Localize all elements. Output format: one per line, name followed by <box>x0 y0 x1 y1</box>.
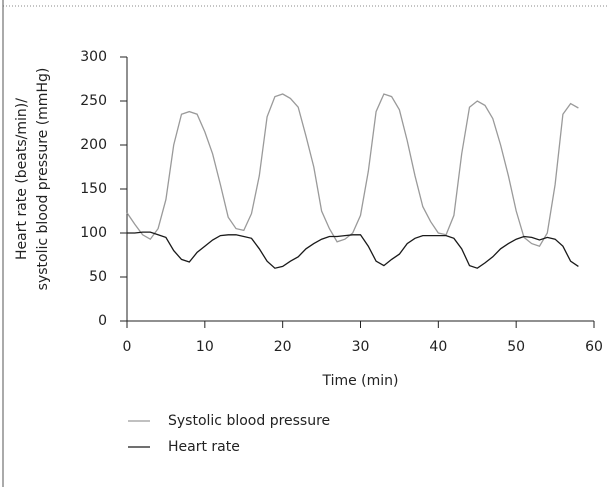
series-line <box>127 231 579 269</box>
y-axis-label: Heart rate (beats/min)/ <box>14 98 30 260</box>
x-tick-label: 60 <box>585 339 603 355</box>
y-tick-label: 200 <box>80 137 107 153</box>
x-tick-label: 10 <box>196 339 214 355</box>
legend-label: Systolic blood pressure <box>168 413 330 429</box>
x-tick-label: 20 <box>274 339 292 355</box>
y-tick-label: 250 <box>80 93 107 109</box>
legend-label: Heart rate <box>168 439 240 455</box>
y-tick-label: 150 <box>80 181 107 197</box>
y-tick-label: 300 <box>80 49 107 65</box>
y-axis-label: systolic blood pressure (mmHg) <box>35 68 51 291</box>
x-tick-label: 50 <box>507 339 525 355</box>
y-tick-label: 0 <box>98 313 107 329</box>
y-tick-label: 100 <box>80 225 107 241</box>
x-axis-label: Time (min) <box>321 373 398 389</box>
y-tick-label: 50 <box>89 269 107 285</box>
x-tick-label: 40 <box>429 339 447 355</box>
x-tick-label: 0 <box>123 339 132 355</box>
series-line <box>126 93 579 247</box>
x-tick-label: 30 <box>352 339 370 355</box>
